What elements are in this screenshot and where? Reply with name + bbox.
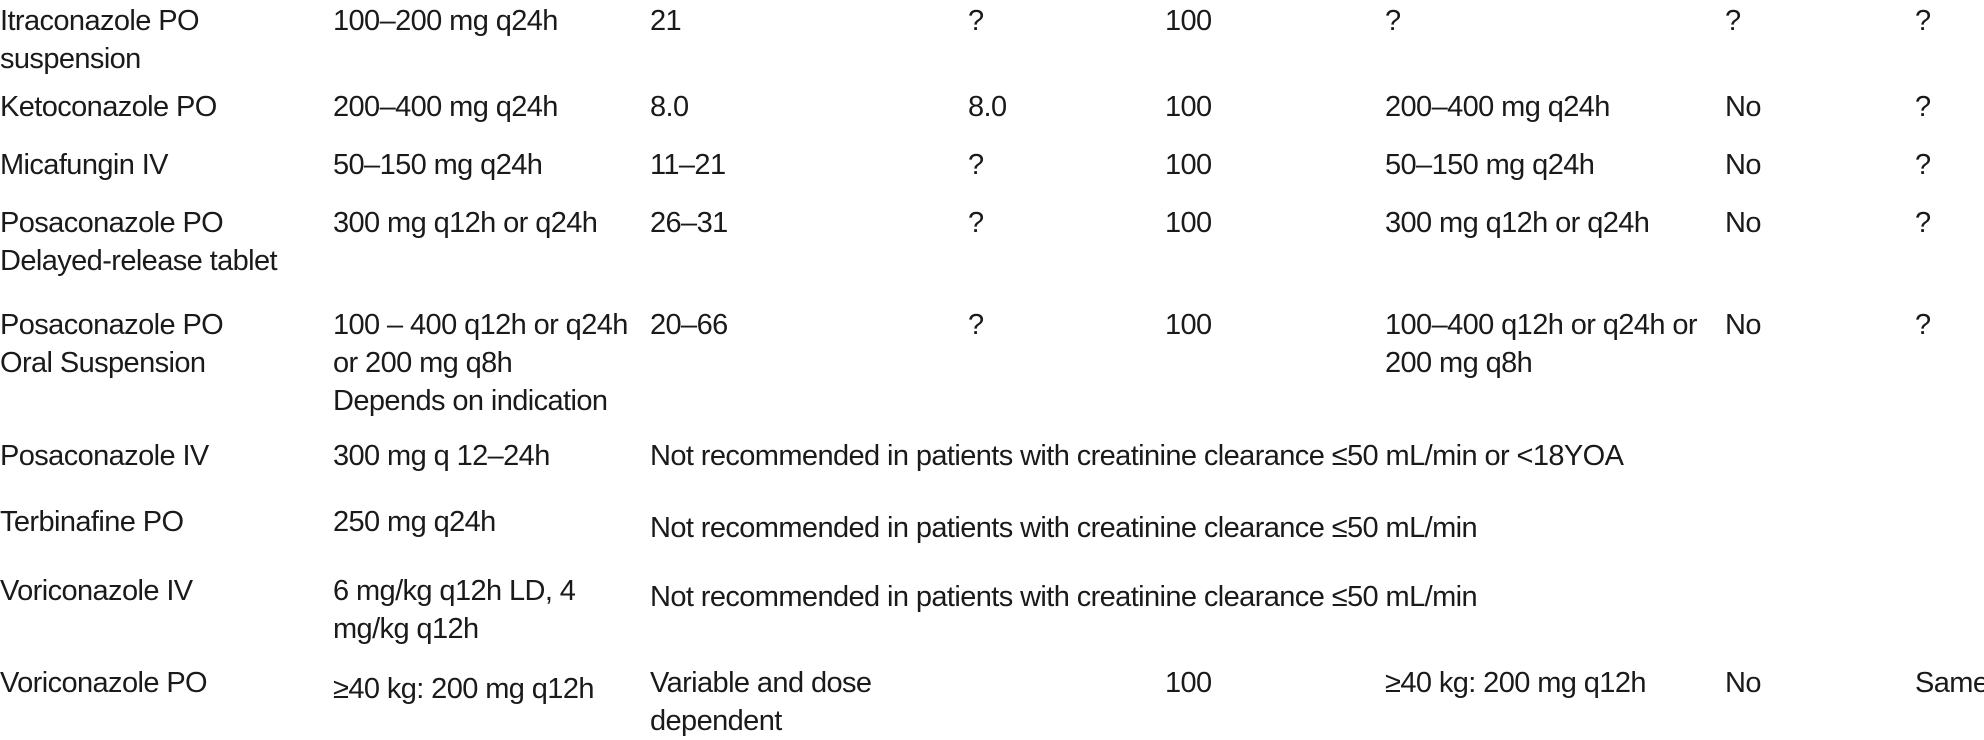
value-cell: 200–400 mg q24h [1385,91,1610,123]
value-cell: 21 [650,5,682,37]
table-row: Voriconazole PO ≥40 kg: 200 mg q12h Variab… [0,662,1984,740]
value-cell: 300 mg q 12–24h [333,440,550,472]
drug-name-cell: Ketoconazole PO [0,91,217,123]
drug-name-cell: Itraconazole PO suspension [0,5,200,75]
drug-name-cell: Posaconazole PO Oral Suspension [0,309,224,379]
value-cell: 26–31 [650,207,728,239]
value-cell: ? [1915,5,1931,37]
value-cell: 8.0 [968,91,1007,123]
drug-name-cell: Voriconazole PO [0,667,208,699]
value-cell [968,662,1165,664]
value-cell: No [1725,309,1761,341]
value-cell: 100–400 q12h or q24h or 200 mg q8h [1385,309,1698,379]
value-cell: ? [1725,5,1741,37]
value-cell: 100 – 400 q12h or q24h or 200 mg q8h Dep… [333,309,628,417]
table-row: Posaconazole PO Oral Suspension 100 – 400… [0,304,1984,435]
table-row: Itraconazole PO suspension 100–200 mg q24… [0,0,1984,86]
value-cell: ≥40 kg: 200 mg q12h [333,673,594,705]
table-row: Micafungin IV 50–150 mg q24h 11–21? 100 50–1… [0,144,1984,202]
note-cell: Not recommended in patients with creatin… [650,440,1624,472]
drug-name-cell: Posaconazole PO Delayed-release tablet [0,207,278,277]
value-cell: ? [1915,149,1931,181]
drug-name-cell: Micafungin IV [0,149,169,181]
note-cell: Not recommended in patients with creatin… [650,512,1478,544]
value-cell: 300 mg q12h or q24h [1385,207,1650,239]
value-cell: 50–150 mg q24h [333,149,543,181]
value-cell: ? [968,149,984,181]
value-cell: ? [1915,91,1931,123]
value-cell: 100 [1165,667,1212,699]
value-cell: 6 mg/kg q12h LD, 4 mg/kg q12h [333,575,576,645]
value-cell: 100–200 mg q24h [333,5,558,37]
table-row: Terbinafine PO 250 mg q24h Not recommended… [0,501,1984,570]
value-cell: 100 [1165,5,1212,37]
value-cell: 50–150 mg q24h [1385,149,1595,181]
value-cell: Same [1915,667,1984,699]
value-cell: Variable and dose dependent [650,667,872,737]
value-cell: 20–66 [650,309,728,341]
value-cell: ? [1915,207,1931,239]
value-cell: 100 [1165,309,1212,341]
value-cell: 100 [1165,149,1212,181]
table-row: Posaconazole IV 300 mg q 12–24h Not recomm… [0,435,1984,501]
value-cell: ≥40 kg: 200 mg q12h [1385,667,1646,699]
value-cell: 250 mg q24h [333,506,496,538]
value-cell: ? [968,207,984,239]
drug-name-cell: Terbinafine PO [0,506,184,538]
value-cell: 8.0 [650,91,689,123]
value-cell: No [1725,667,1761,699]
value-cell: ? [1385,5,1401,37]
value-cell: No [1725,149,1761,181]
value-cell: 200–400 mg q24h [333,91,558,123]
value-cell: 100 [1165,207,1212,239]
drug-name-cell: Posaconazole IV [0,440,209,472]
value-cell: ? [968,309,984,341]
value-cell: 300 mg q12h or q24h [333,207,598,239]
table-row: Ketoconazole PO 200–400 mg q24h 8.0 8.0 100 2… [0,86,1984,144]
value-cell: ? [1915,309,1931,341]
table-row: Posaconazole PO Delayed-release tablet 30… [0,202,1984,304]
value-cell: 11–21 [650,149,726,181]
value-cell: ? [968,5,984,37]
value-cell: No [1725,207,1761,239]
table-row: Voriconazole IV 6 mg/kg q12h LD, 4 mg/kg … [0,570,1984,662]
value-cell: No [1725,91,1761,123]
drug-name-cell: Voriconazole IV [0,575,193,607]
value-cell: 100 [1165,91,1212,123]
note-cell: Not recommended in patients with creatin… [650,581,1478,613]
